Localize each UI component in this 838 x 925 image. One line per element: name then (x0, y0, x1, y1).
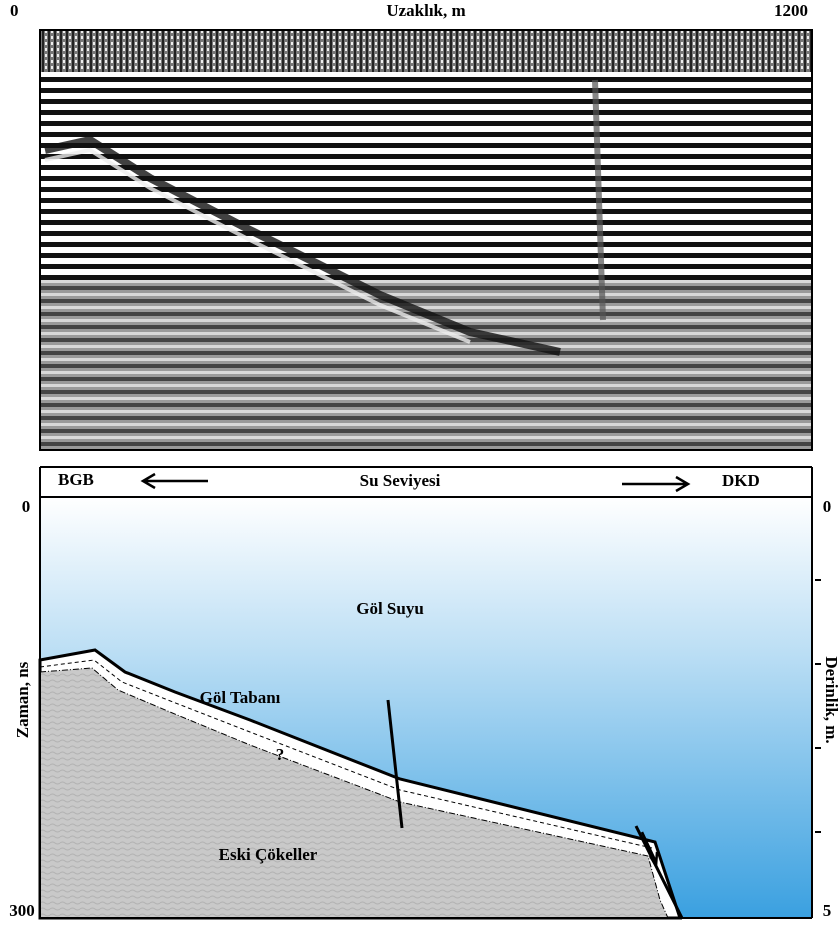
time-top: 0 (22, 497, 31, 516)
arrow-right (622, 477, 688, 491)
label-sediments: Eski Çökeller (219, 845, 318, 864)
arrow-left (143, 474, 208, 488)
water-level: Su Seviyesi (360, 471, 441, 490)
depth-ticks (815, 580, 821, 832)
radargram-stripes (40, 70, 812, 280)
direction-left: BGB (58, 470, 94, 489)
time-bottom: 300 (9, 901, 35, 920)
x-start: 0 (10, 1, 19, 20)
direction-right: DKD (722, 471, 760, 490)
label-lakebed: Göl Tabanı (200, 688, 281, 707)
label-water: Göl Suyu (356, 599, 424, 618)
label-question: ? (276, 745, 285, 764)
depth-bottom: 5 (823, 901, 832, 920)
figure: 0 Uzaklık, m 1200 BGB Su Seviyesi DKD 0 … (0, 0, 838, 925)
depth-axis-title: Derinlik, m. (822, 656, 838, 743)
time-axis-title: Zaman, ns (13, 661, 32, 738)
x-axis-title: Uzaklık, m (386, 1, 465, 20)
radargram-noise (40, 30, 812, 72)
radargram (40, 30, 812, 450)
x-end: 1200 (774, 1, 808, 20)
depth-top: 0 (823, 497, 832, 516)
section (40, 467, 821, 918)
